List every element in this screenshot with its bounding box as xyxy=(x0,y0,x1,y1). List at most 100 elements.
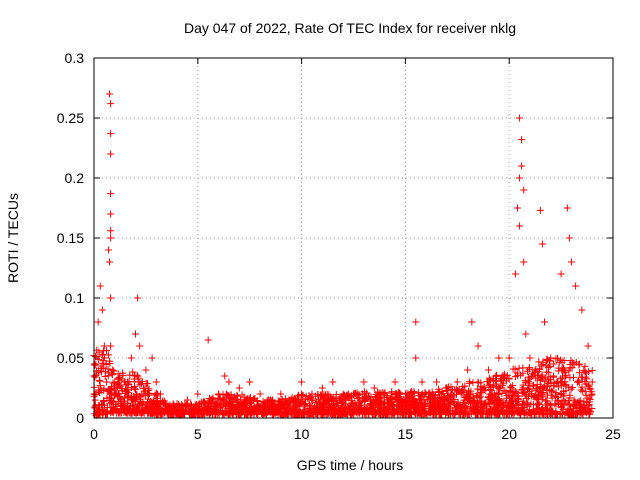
data-point xyxy=(552,389,560,397)
data-point xyxy=(187,400,195,408)
data-point xyxy=(312,392,320,400)
data-point xyxy=(102,347,110,355)
data-point xyxy=(151,401,159,409)
data-point xyxy=(141,384,149,392)
data-point xyxy=(582,373,590,381)
data-point xyxy=(535,399,543,407)
data-point xyxy=(520,407,528,415)
data-point xyxy=(131,406,139,414)
data-point xyxy=(324,400,332,408)
data-point xyxy=(501,370,509,378)
data-point xyxy=(402,398,410,406)
data-point xyxy=(543,397,551,405)
data-point xyxy=(533,401,541,409)
data-point xyxy=(559,405,567,413)
data-point xyxy=(237,396,245,404)
data-point xyxy=(101,372,109,380)
data-point xyxy=(583,409,591,417)
data-point xyxy=(246,406,254,414)
data-point xyxy=(539,404,547,412)
data-point xyxy=(435,410,443,418)
data-point xyxy=(276,401,284,409)
data-point xyxy=(148,354,156,362)
data-point xyxy=(281,410,289,418)
data-point xyxy=(582,380,590,388)
data-point xyxy=(586,395,594,403)
data-point xyxy=(381,390,389,398)
data-point xyxy=(438,387,446,395)
data-point xyxy=(549,410,557,418)
axis-ticks: 0 5 10 15 20 25 0 0.05 0.1 0.15 0.2 0.25 0.3 xyxy=(57,50,621,442)
data-point xyxy=(488,392,496,400)
data-point xyxy=(480,383,488,391)
data-point xyxy=(493,371,501,379)
data-point xyxy=(572,282,580,290)
data-point xyxy=(538,384,546,392)
data-point xyxy=(454,387,462,395)
data-point xyxy=(474,342,482,350)
data-point xyxy=(555,364,563,372)
data-point xyxy=(485,410,493,418)
data-point xyxy=(566,394,574,402)
data-point xyxy=(197,398,205,406)
data-point xyxy=(577,386,585,394)
data-point xyxy=(445,383,453,391)
data-point xyxy=(388,397,396,405)
data-point xyxy=(96,377,104,385)
data-point xyxy=(136,342,144,350)
data-point xyxy=(522,330,530,338)
data-point xyxy=(314,403,322,411)
data-point xyxy=(132,394,140,402)
data-point xyxy=(107,150,115,158)
data-point xyxy=(442,395,450,403)
x-tick-label: 0 xyxy=(90,426,98,442)
data-point xyxy=(363,407,371,415)
data-point xyxy=(384,405,392,413)
data-point xyxy=(296,399,304,407)
data-point xyxy=(134,294,142,302)
data-point xyxy=(577,402,585,410)
y-tick-label: 0.1 xyxy=(65,290,85,306)
data-point xyxy=(540,383,548,391)
data-point xyxy=(582,399,590,407)
data-point xyxy=(91,403,99,411)
data-point xyxy=(578,306,586,314)
data-point xyxy=(539,388,547,396)
data-point xyxy=(523,401,531,409)
data-point xyxy=(388,389,396,397)
data-point xyxy=(537,362,545,370)
data-point xyxy=(399,395,407,403)
data-point xyxy=(557,356,565,364)
data-point xyxy=(511,270,519,278)
data-point xyxy=(328,404,336,412)
data-point xyxy=(209,398,217,406)
data-point xyxy=(111,378,119,386)
data-point xyxy=(419,406,427,414)
x-tick-label: 5 xyxy=(194,426,202,442)
data-point xyxy=(178,410,186,418)
data-point xyxy=(572,358,580,366)
data-point xyxy=(229,407,237,415)
x-axis-label: GPS time / hours xyxy=(297,457,404,473)
data-point xyxy=(217,401,225,409)
data-point xyxy=(106,258,114,266)
data-point xyxy=(127,354,135,362)
data-point xyxy=(516,174,524,182)
data-point xyxy=(454,398,462,406)
data-point xyxy=(127,409,135,417)
data-point xyxy=(569,402,577,410)
data-point xyxy=(505,354,513,362)
data-point xyxy=(147,403,155,411)
data-point xyxy=(576,369,584,377)
data-point xyxy=(485,396,493,404)
data-point xyxy=(252,408,260,416)
data-point xyxy=(574,377,582,385)
data-point xyxy=(466,394,474,402)
plot-frame xyxy=(93,57,614,419)
data-point xyxy=(193,402,201,410)
data-point xyxy=(95,356,103,364)
data-point xyxy=(136,399,144,407)
data-point xyxy=(391,395,399,403)
data-point xyxy=(532,394,540,402)
data-point xyxy=(105,369,113,377)
